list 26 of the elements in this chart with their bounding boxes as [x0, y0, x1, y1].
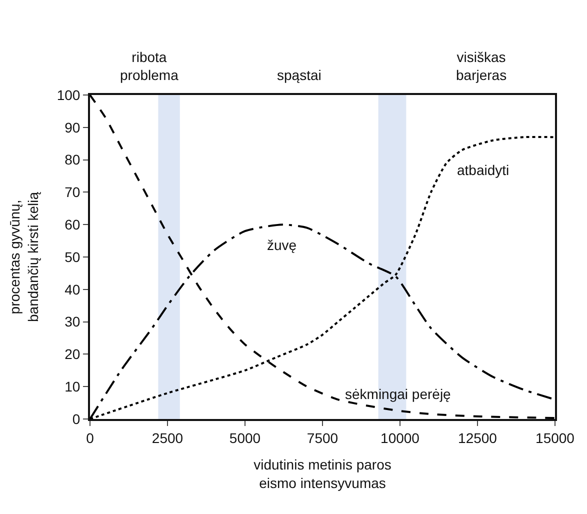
x-tick-label: 10000 [380, 430, 420, 446]
x-tick-label: 5000 [229, 430, 261, 446]
text: visiškas barjeras [456, 49, 507, 84]
y-tick-label: 90 [64, 119, 80, 136]
y-tick-label: 0 [72, 410, 80, 427]
x-tick-label: 0 [86, 430, 94, 446]
y-tick-label: 20 [64, 346, 80, 362]
y-tick-label: 60 [64, 216, 80, 232]
x-axis-title: vidutinis metinis paros eismo intensyvumas [254, 456, 392, 491]
y-tick-label: 10 [64, 378, 80, 394]
y-tick-label: 30 [64, 314, 80, 330]
series-label: sėkmingai perėję [345, 386, 452, 402]
y-tick-label: 100 [56, 86, 80, 103]
series-label: atbaidyti [457, 162, 510, 178]
series-label: žuvę [267, 237, 297, 253]
x-tick-label: 7500 [306, 430, 338, 446]
x-tick-label: 15000 [536, 430, 575, 446]
x-tick-label: 2500 [152, 430, 184, 446]
y-tick-label: 70 [64, 184, 80, 200]
y-tick-label: 80 [64, 152, 80, 168]
text: ribota problema [120, 49, 179, 84]
y-tick-label: 40 [64, 281, 80, 298]
x-tick-label: 12500 [458, 430, 498, 446]
y-tick-label: 50 [64, 248, 80, 265]
y-axis-title: procentas gyvūnų, bandančių kirsti kelią [6, 192, 41, 322]
text: spąstai [277, 67, 322, 83]
